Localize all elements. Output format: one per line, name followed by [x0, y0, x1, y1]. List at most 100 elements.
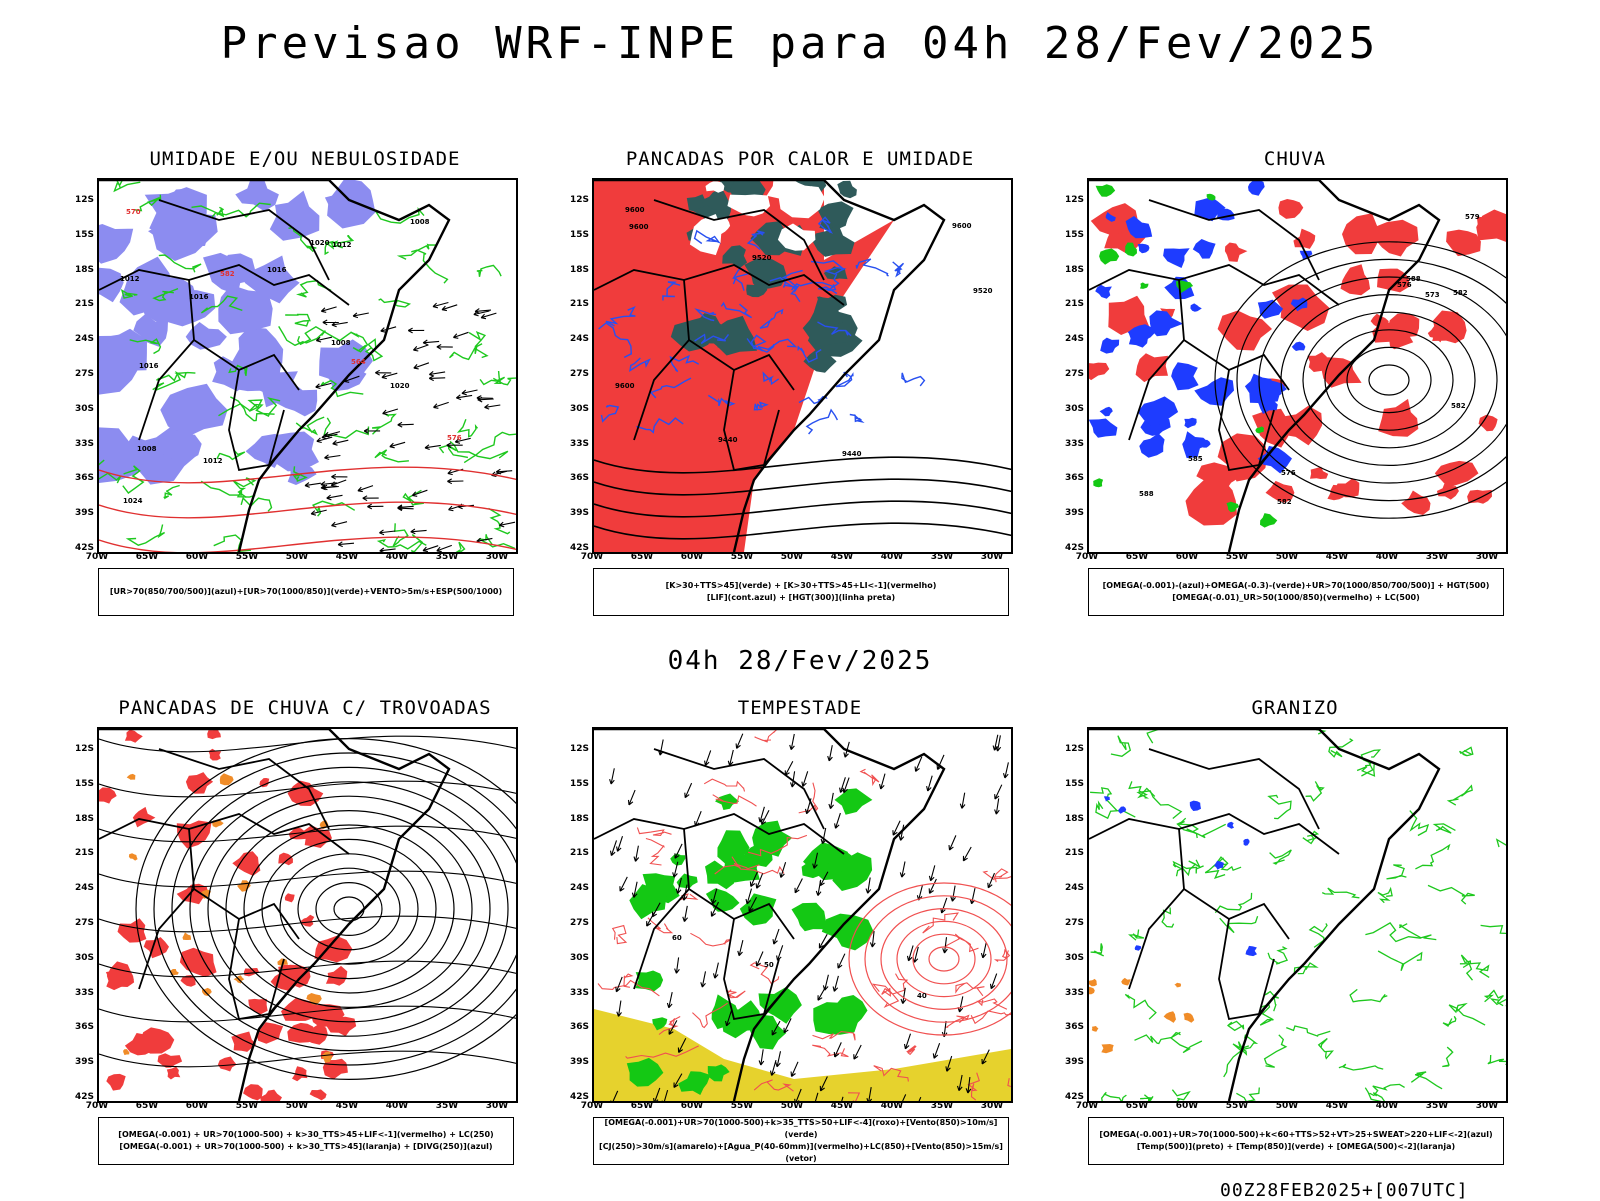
wind-vector — [379, 529, 396, 536]
wind-vector — [794, 1088, 802, 1101]
wind-vector — [827, 745, 833, 762]
precip-water-contour — [993, 948, 1011, 962]
panel-legend: [OMEGA(-0.001)-(azul)+OMEGA(-0.3)-(verde… — [1088, 568, 1504, 616]
humidity-lower-contour — [285, 313, 311, 327]
humidity-lower-contour — [113, 180, 141, 193]
border-line — [633, 888, 690, 990]
panel-legend: [K>30+TTS>45](verde) + [K>30+TTS>45+LI<-… — [593, 568, 1009, 616]
precip-water-contour — [636, 827, 672, 836]
temp850-contour — [1236, 1087, 1260, 1101]
wind-vector — [651, 902, 661, 918]
temp850-contour — [1259, 1003, 1274, 1026]
border-line — [268, 958, 285, 1015]
wind-vector — [899, 861, 906, 878]
strong-omega-area — [1099, 248, 1120, 265]
wind-vector — [712, 962, 719, 979]
contour-label: 1012 — [332, 241, 352, 249]
lifted-index-contour — [662, 281, 681, 301]
border-line — [138, 888, 195, 990]
border-line — [1218, 918, 1290, 1021]
rain-area — [1274, 405, 1323, 446]
shower-area — [182, 932, 192, 940]
clear-area — [794, 186, 821, 206]
humidity-lower-contour — [374, 449, 409, 463]
thunder-area — [166, 1066, 181, 1080]
lon-tick-label: 55W — [235, 1101, 259, 1111]
legend-line: [OMEGA(-0.001) + UR>70(1000-500) + k>30_… — [119, 1142, 493, 1151]
lon-tick-label: 60W — [680, 552, 704, 562]
precip-water-contour — [976, 998, 1008, 1010]
temp850-contour — [1349, 988, 1388, 1003]
contour-label: 50 — [764, 961, 774, 969]
wind-vector — [320, 306, 337, 313]
wind-vector — [725, 1010, 732, 1027]
humidity-lower-contour — [216, 449, 246, 461]
lon-tick-label: 45W — [335, 552, 359, 562]
lon-tick-label: 55W — [730, 1101, 754, 1111]
thunder-area — [325, 965, 348, 986]
wind-vector — [801, 771, 809, 787]
temp850-contour — [1321, 887, 1360, 899]
lon-tick-label: 60W — [1175, 552, 1199, 562]
wind-vector — [819, 1076, 828, 1092]
lifted-index-contour — [805, 408, 839, 435]
wind-vector — [969, 887, 976, 905]
humidity-lower-contour — [324, 240, 344, 250]
precip-water-contour — [658, 1016, 681, 1035]
omega-area — [1100, 337, 1120, 354]
coastline — [594, 180, 946, 552]
wind-vector — [499, 521, 516, 528]
temp850-contour — [1146, 729, 1162, 744]
temp850-contour — [1442, 1015, 1457, 1028]
wind-vector — [900, 987, 907, 1004]
wind-vector — [331, 473, 348, 480]
wind-vector — [357, 485, 374, 493]
lifted-index-contour — [746, 338, 798, 352]
temp850-contour — [1386, 864, 1407, 880]
lifted-index-contour — [798, 395, 828, 405]
lat-tick-label: 30S — [1064, 952, 1084, 963]
humidity-lower-contour — [297, 325, 352, 346]
thunder-area — [132, 806, 156, 828]
legend-line: [OMEGA(-0.001)-(azul)+OMEGA(-0.3)-(verde… — [1102, 581, 1490, 590]
omega-area — [1192, 239, 1216, 259]
temp850-contour — [1446, 784, 1473, 806]
panel-legend: [UR>70(850/700/500)](azul)+[UR>70(1000/8… — [98, 568, 514, 616]
humidity-upper-area — [271, 380, 318, 417]
lat-tick-label: 15S — [74, 778, 94, 789]
wind-vector — [928, 878, 937, 894]
shower-area — [201, 889, 211, 899]
omega500-area — [1091, 1026, 1099, 1032]
streamline — [171, 766, 516, 1052]
lat-tick-label: 27S — [1064, 369, 1084, 379]
wind-vector — [903, 1033, 912, 1050]
thunder-area — [243, 968, 259, 977]
shower-area — [128, 853, 138, 861]
lifted-index-contour — [746, 230, 765, 251]
border-line — [1178, 828, 1290, 940]
lat-tick-label: 27S — [74, 369, 94, 379]
page-subtitle: 04h 28/Fev/2025 — [667, 646, 933, 676]
thickness-line — [99, 536, 516, 552]
temp850-contour — [1365, 922, 1421, 943]
lifted-index-contour — [694, 308, 717, 322]
strong-omega-area — [1095, 184, 1116, 197]
omega-area — [1125, 216, 1153, 239]
panel-title: TEMPESTADE — [737, 697, 863, 719]
humidity-lower-contour — [449, 440, 509, 460]
humidity-upper-area — [235, 180, 279, 212]
wind-vector — [898, 824, 905, 841]
wind-vector — [411, 489, 428, 497]
temp850-contour — [1338, 1063, 1384, 1071]
wind-vector — [674, 957, 680, 974]
lat-tick-label: 36S — [74, 473, 94, 484]
strong-omega-area — [1093, 478, 1104, 488]
rain-area — [1378, 398, 1419, 437]
lon-tick-label: 55W — [730, 552, 754, 562]
wind-vector — [817, 986, 827, 1001]
legend-line: [LIF](cont.azul) + [HGT(300)](linha pret… — [706, 593, 896, 602]
wind-vector — [627, 789, 636, 806]
border-line — [138, 339, 195, 441]
lon-tick-label: 30W — [485, 1101, 509, 1111]
lc850-contour — [848, 882, 1011, 1036]
